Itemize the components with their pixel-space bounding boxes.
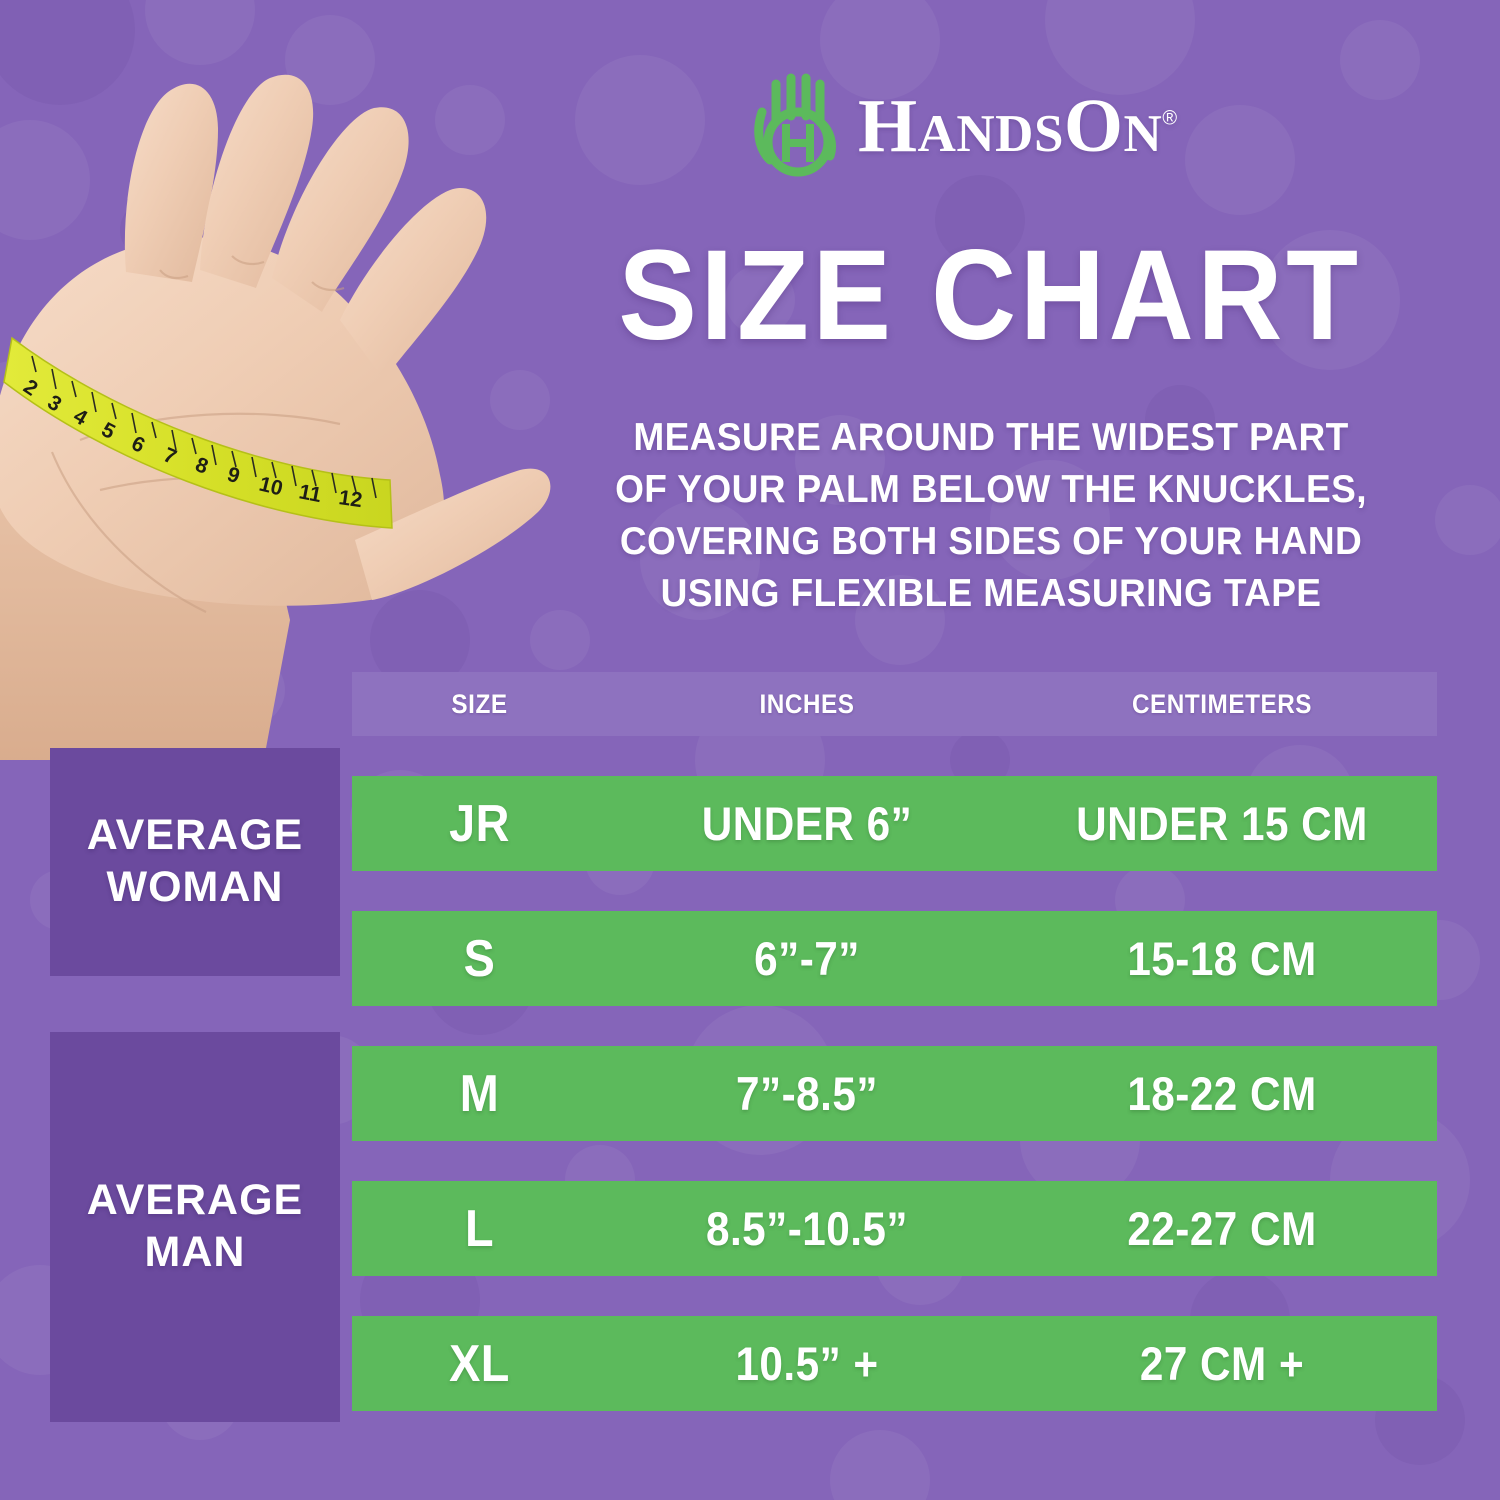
table-header-row: SIZE INCHES CENTIMETERS (352, 672, 1437, 736)
category-label-average-man: AVERAGE MAN (86, 1176, 304, 1276)
row-centimeters-l: 22-27 CM (1127, 1202, 1317, 1255)
row-inches-jr: UNDER 6” (701, 797, 913, 850)
row-centimeters-s: 15-18 CM (1127, 932, 1317, 985)
size-chart-table: SIZE INCHES CENTIMETERS JR UNDER 6” UNDE… (352, 672, 1437, 1411)
column-header-inches: INCHES (759, 688, 855, 719)
row-inches-xl: 10.5” + (735, 1337, 879, 1390)
row-size-xl: XL (449, 1334, 510, 1393)
hand-h-logo-icon (748, 72, 844, 180)
page-title: SIZE CHART (618, 224, 1362, 367)
table-row: M 7”-8.5” 18-22 CM (352, 1046, 1437, 1141)
row-size-l: L (464, 1199, 495, 1258)
category-box-average-woman: AVERAGE WOMAN (50, 748, 340, 976)
measurement-instructions: MEASURE AROUND THE WIDEST PART OF YOUR P… (563, 412, 1420, 619)
registered-trademark-icon: ® (1162, 107, 1178, 130)
table-row: L 8.5”-10.5” 22-27 CM (352, 1181, 1437, 1276)
category-label-average-woman: AVERAGE WOMAN (86, 811, 304, 911)
row-size-m: M (459, 1064, 500, 1123)
brand-logo: HandsOn® (748, 72, 1178, 180)
table-row: S 6”-7” 15-18 CM (352, 911, 1437, 1006)
instruction-line-1: MEASURE AROUND THE WIDEST PART (633, 416, 1349, 459)
row-centimeters-jr: UNDER 15 CM (1076, 797, 1368, 850)
row-inches-s: 6”-7” (754, 932, 860, 985)
row-centimeters-xl: 27 CM + (1139, 1337, 1305, 1390)
category-box-average-man: AVERAGE MAN (50, 1032, 340, 1422)
row-size-jr: JR (449, 794, 510, 853)
instruction-line-3: COVERING BOTH SIDES OF YOUR HAND (619, 519, 1363, 563)
row-inches-m: 7”-8.5” (736, 1067, 878, 1120)
brand-name: HandsOn® (858, 84, 1178, 168)
table-row: JR UNDER 6” UNDER 15 CM (352, 776, 1437, 871)
row-centimeters-m: 18-22 CM (1127, 1067, 1317, 1120)
column-header-size: SIZE (451, 688, 508, 719)
instruction-line-4: USING FLEXIBLE MEASURING TAPE (660, 571, 1322, 615)
instruction-line-2: OF YOUR PALM BELOW THE KNUCKLES, (615, 467, 1367, 511)
column-header-centimeters: CENTIMETERS (1131, 688, 1313, 719)
row-inches-l: 8.5”-10.5” (705, 1202, 909, 1255)
table-row: XL 10.5” + 27 CM + (352, 1316, 1437, 1411)
row-size-s: S (463, 929, 496, 988)
